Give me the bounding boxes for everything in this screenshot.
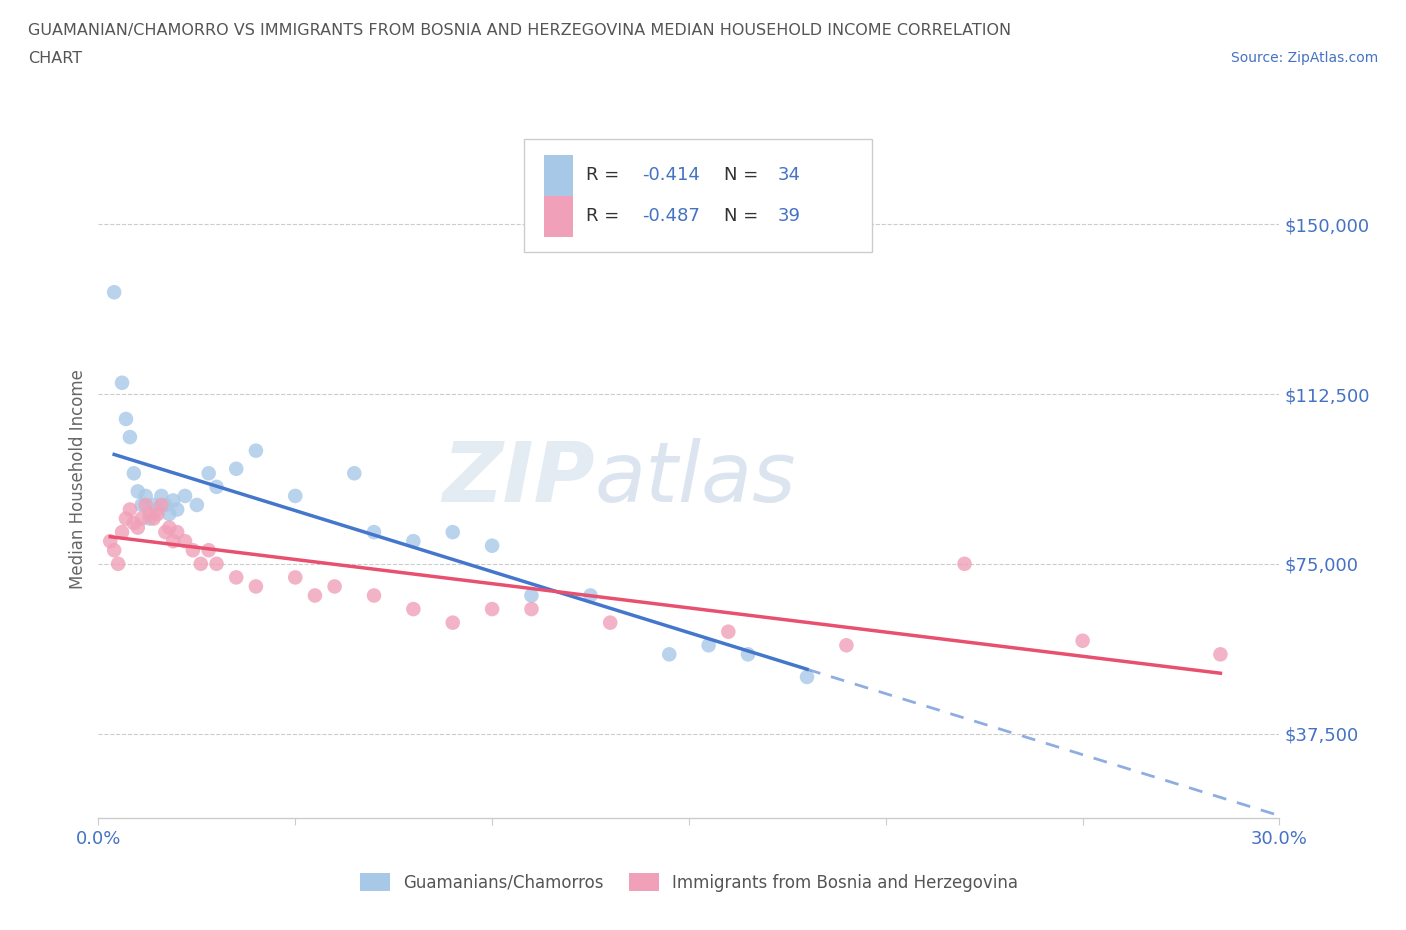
Text: R =: R = bbox=[586, 166, 626, 184]
Point bbox=[658, 647, 681, 662]
Point bbox=[111, 376, 134, 391]
Text: N =: N = bbox=[724, 166, 765, 184]
Point bbox=[186, 498, 208, 512]
Text: GUAMANIAN/CHAMORRO VS IMMIGRANTS FROM BOSNIA AND HERZEGOVINA MEDIAN HOUSEHOLD IN: GUAMANIAN/CHAMORRO VS IMMIGRANTS FROM BO… bbox=[28, 23, 1011, 38]
Point bbox=[205, 480, 228, 495]
Point bbox=[205, 556, 228, 571]
Point bbox=[835, 638, 858, 653]
Point bbox=[363, 588, 385, 603]
Point bbox=[111, 525, 134, 539]
Point bbox=[304, 588, 326, 603]
Point bbox=[599, 616, 621, 631]
Point bbox=[150, 488, 173, 503]
Point bbox=[363, 525, 385, 539]
Point bbox=[481, 602, 503, 617]
Point bbox=[162, 493, 184, 508]
Point bbox=[118, 502, 141, 517]
Point bbox=[441, 525, 464, 539]
Point bbox=[717, 624, 740, 639]
Text: ZIP: ZIP bbox=[441, 438, 595, 520]
Point bbox=[481, 538, 503, 553]
Point bbox=[155, 498, 177, 512]
Point bbox=[98, 534, 121, 549]
Point bbox=[155, 525, 177, 539]
Point bbox=[115, 412, 138, 427]
Text: Source: ZipAtlas.com: Source: ZipAtlas.com bbox=[1230, 51, 1378, 65]
Point bbox=[122, 515, 145, 530]
Point bbox=[115, 512, 138, 526]
Point bbox=[131, 512, 153, 526]
Point bbox=[157, 507, 180, 522]
Text: N =: N = bbox=[724, 207, 765, 225]
Point bbox=[796, 670, 818, 684]
Text: CHART: CHART bbox=[28, 51, 82, 66]
Point bbox=[402, 534, 425, 549]
Point bbox=[142, 498, 165, 512]
Point bbox=[174, 488, 197, 503]
Text: -0.487: -0.487 bbox=[641, 207, 700, 225]
Point bbox=[284, 488, 307, 503]
Point bbox=[441, 616, 464, 631]
Point bbox=[166, 525, 188, 539]
Y-axis label: Median Household Income: Median Household Income bbox=[69, 369, 87, 589]
Point bbox=[146, 502, 169, 517]
Point bbox=[225, 570, 247, 585]
FancyBboxPatch shape bbox=[544, 155, 574, 196]
Point bbox=[103, 543, 125, 558]
Point bbox=[146, 507, 169, 522]
Point bbox=[138, 512, 160, 526]
Point bbox=[107, 556, 129, 571]
Point bbox=[197, 543, 219, 558]
Text: 39: 39 bbox=[778, 207, 800, 225]
Point bbox=[343, 466, 366, 481]
Point bbox=[225, 461, 247, 476]
Point bbox=[131, 498, 153, 512]
Text: atlas: atlas bbox=[595, 438, 796, 520]
Point bbox=[190, 556, 212, 571]
Point bbox=[127, 520, 149, 535]
Point bbox=[150, 498, 173, 512]
Point bbox=[245, 444, 267, 458]
Point bbox=[138, 507, 160, 522]
Point bbox=[135, 498, 157, 512]
Point bbox=[1071, 633, 1094, 648]
Point bbox=[1209, 647, 1232, 662]
Point bbox=[103, 285, 125, 299]
Point bbox=[157, 520, 180, 535]
Point bbox=[284, 570, 307, 585]
Legend: Guamanians/Chamorros, Immigrants from Bosnia and Herzegovina: Guamanians/Chamorros, Immigrants from Bo… bbox=[353, 867, 1025, 898]
Point bbox=[122, 466, 145, 481]
Point bbox=[245, 579, 267, 594]
Point bbox=[174, 534, 197, 549]
Point bbox=[181, 543, 204, 558]
Point bbox=[953, 556, 976, 571]
Point bbox=[135, 488, 157, 503]
Point bbox=[197, 466, 219, 481]
Point bbox=[402, 602, 425, 617]
Point bbox=[162, 534, 184, 549]
FancyBboxPatch shape bbox=[523, 140, 872, 251]
FancyBboxPatch shape bbox=[544, 196, 574, 236]
Point bbox=[323, 579, 346, 594]
Point bbox=[520, 588, 543, 603]
Point bbox=[127, 484, 149, 498]
Point bbox=[166, 502, 188, 517]
Point bbox=[579, 588, 602, 603]
Text: R =: R = bbox=[586, 207, 626, 225]
Text: -0.414: -0.414 bbox=[641, 166, 700, 184]
Point bbox=[737, 647, 759, 662]
Point bbox=[118, 430, 141, 445]
Text: 34: 34 bbox=[778, 166, 800, 184]
Point bbox=[520, 602, 543, 617]
Point bbox=[697, 638, 720, 653]
Point bbox=[142, 512, 165, 526]
